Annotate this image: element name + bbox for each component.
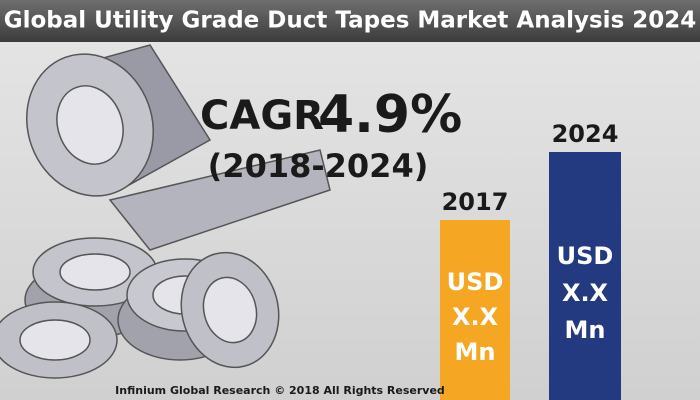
bar-label: Mn: [565, 316, 606, 344]
bar-label: X.X: [452, 303, 499, 331]
bar-label: USD: [447, 268, 504, 296]
bar-label: USD: [557, 242, 614, 270]
bar-label: X.X: [562, 279, 609, 307]
bar-2017: [440, 220, 510, 400]
tape-illustration: [0, 44, 331, 379]
bar-year: 2024: [552, 120, 619, 148]
title: Global Utility Grade Duct Tapes Market A…: [4, 8, 697, 34]
bar-label: Mn: [455, 338, 496, 366]
footer: Infinium Global Research © 2018 All Righ…: [115, 384, 445, 397]
cagr-value: 4.9%: [318, 85, 462, 145]
bar-year: 2017: [442, 188, 509, 216]
header-bar: [0, 0, 700, 42]
cagr-label: CAGR: [200, 93, 324, 139]
bar-2024: [549, 152, 621, 400]
cagr-period: (2018-2024): [208, 147, 429, 185]
